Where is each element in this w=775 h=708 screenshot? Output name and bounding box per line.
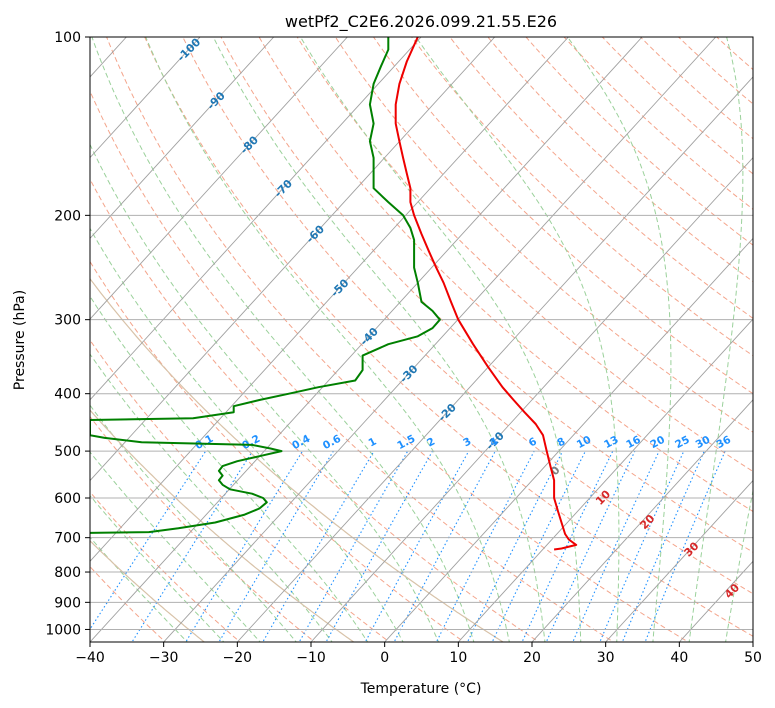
x-axis-label: Temperature (°C) (360, 681, 482, 697)
chart-title: wetPf2_C2E6.2026.099.21.55.E26 (285, 12, 557, 32)
y-tick-label: 100 (54, 30, 81, 46)
x-tick-label: 30 (597, 650, 615, 666)
y-tick-label: 300 (54, 313, 81, 329)
isotherm-line (458, 318, 753, 642)
dry-adiabat-line (220, 37, 753, 553)
y-axis-label: Pressure (hPa) (12, 290, 28, 390)
isotherm-line (90, 37, 643, 642)
isotherm-line (90, 37, 496, 482)
mixing-ratio-line (545, 450, 636, 642)
temperature-profile-line (394, 37, 578, 551)
dry-adiabat-line (487, 37, 753, 283)
isotherm-line (90, 37, 201, 159)
isotherm-line (90, 37, 348, 320)
isotherm-line (163, 37, 717, 642)
x-tick-label: −40 (75, 650, 105, 666)
dry-adiabat-line (334, 37, 753, 433)
mixing-ratio-line (435, 450, 535, 642)
mixing-ratio-line (90, 450, 207, 631)
dewpoint-profile-line (90, 37, 441, 534)
y-tick-label: 400 (54, 387, 81, 403)
isotherm-line (310, 156, 753, 642)
y-tick-label: 800 (54, 565, 81, 581)
isotherm-line (531, 399, 753, 642)
moist-adiabat-line (90, 143, 440, 642)
y-tick-label: 600 (54, 491, 81, 507)
mixing-ratio-line (521, 450, 614, 642)
isotherm-line (605, 479, 753, 642)
x-tick-label: 50 (744, 650, 762, 666)
dry-adiabat-line (258, 37, 753, 513)
mixing-ratio-line (262, 450, 375, 642)
dry-adiabat-line (182, 37, 753, 595)
y-tick-label: 700 (54, 531, 81, 547)
x-tick-label: 0 (380, 650, 389, 666)
x-tick-label: 20 (523, 650, 541, 666)
plot-frame (89, 36, 754, 643)
x-tick-label: 10 (449, 650, 467, 666)
mixing-ratio-line (185, 450, 304, 642)
y-tick-label: 900 (54, 595, 81, 611)
dry-adiabat-line (449, 37, 753, 319)
isotherm-line (90, 37, 275, 240)
y-tick-label: 500 (54, 444, 81, 460)
y-tick-label: 1000 (45, 622, 81, 638)
mixing-ratio-line (621, 450, 705, 642)
background-lines (90, 37, 753, 642)
y-axis: 100 200 300 400 500 600 700 800 900 1000 (45, 30, 90, 638)
mixing-ratio-line (644, 450, 726, 642)
dry-adiabat-line (90, 89, 615, 642)
isotherm-line (90, 37, 569, 562)
isotherm-line (237, 76, 753, 642)
dry-adiabat-line (90, 260, 465, 642)
x-axis: −40 −30 −20 −10 0 10 20 30 40 50 (75, 642, 762, 666)
isotherm-line (90, 37, 422, 401)
x-tick-label: −20 (223, 650, 253, 666)
x-tick-label: −10 (296, 650, 326, 666)
profile-series (90, 37, 578, 551)
x-tick-label: 40 (670, 650, 688, 666)
mixing-ratio-line (364, 450, 470, 642)
x-tick-label: −30 (149, 650, 179, 666)
mixing-ratio-line (393, 450, 496, 642)
moist-adiabat-line (90, 404, 297, 642)
y-tick-label: 200 (54, 208, 81, 224)
isotherm-line (384, 237, 753, 642)
